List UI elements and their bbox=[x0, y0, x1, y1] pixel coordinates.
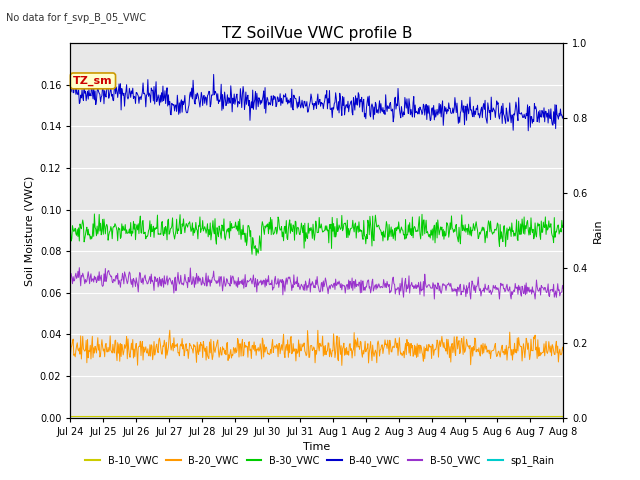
sp1_Rain bbox=[126, 415, 134, 420]
B-30_VWC bbox=[252, 252, 260, 258]
B-50_VWC bbox=[431, 296, 438, 302]
B-40_VWC bbox=[559, 113, 567, 119]
B-20_VWC bbox=[177, 341, 184, 347]
B-10_VWC bbox=[376, 413, 384, 419]
X-axis label: Time: Time bbox=[303, 442, 330, 452]
B-20_VWC bbox=[392, 339, 400, 345]
B-10_VWC bbox=[176, 413, 184, 419]
B-10_VWC bbox=[559, 413, 567, 419]
Line: B-50_VWC: B-50_VWC bbox=[70, 268, 563, 299]
B-40_VWC bbox=[392, 95, 399, 100]
B-40_VWC bbox=[524, 128, 532, 133]
B-50_VWC bbox=[127, 279, 134, 285]
B-50_VWC bbox=[203, 283, 211, 289]
sp1_Rain bbox=[67, 415, 74, 420]
B-50_VWC bbox=[76, 265, 83, 271]
sp1_Rain bbox=[391, 415, 399, 420]
B-20_VWC bbox=[203, 344, 211, 349]
sp1_Rain bbox=[76, 415, 83, 420]
Line: B-30_VWC: B-30_VWC bbox=[70, 214, 563, 255]
B-50_VWC bbox=[67, 273, 74, 278]
B-50_VWC bbox=[392, 291, 399, 297]
Legend: B-10_VWC, B-20_VWC, B-30_VWC, B-40_VWC, B-50_VWC, sp1_Rain: B-10_VWC, B-20_VWC, B-30_VWC, B-40_VWC, … bbox=[81, 452, 559, 470]
B-20_VWC bbox=[67, 353, 74, 359]
B-40_VWC bbox=[126, 89, 134, 95]
B-10_VWC bbox=[202, 413, 210, 419]
B-40_VWC bbox=[176, 110, 184, 116]
B-20_VWC bbox=[378, 342, 385, 348]
B-40_VWC bbox=[76, 100, 83, 106]
B-10_VWC bbox=[126, 413, 134, 419]
B-30_VWC bbox=[67, 226, 74, 231]
B-10_VWC bbox=[76, 413, 83, 419]
Line: B-20_VWC: B-20_VWC bbox=[70, 330, 563, 365]
B-30_VWC bbox=[378, 232, 385, 238]
B-30_VWC bbox=[90, 211, 98, 217]
B-20_VWC bbox=[338, 362, 346, 368]
B-40_VWC bbox=[202, 95, 210, 100]
Y-axis label: Soil Moisture (VWC): Soil Moisture (VWC) bbox=[24, 175, 35, 286]
Y-axis label: Rain: Rain bbox=[593, 218, 603, 243]
B-30_VWC bbox=[559, 223, 567, 228]
B-20_VWC bbox=[76, 345, 83, 351]
B-20_VWC bbox=[559, 347, 567, 353]
B-30_VWC bbox=[76, 238, 83, 244]
Title: TZ SoilVue VWC profile B: TZ SoilVue VWC profile B bbox=[221, 25, 412, 41]
Line: B-40_VWC: B-40_VWC bbox=[70, 74, 563, 131]
B-30_VWC bbox=[127, 220, 134, 226]
B-20_VWC bbox=[166, 327, 173, 333]
B-50_VWC bbox=[76, 273, 84, 279]
B-30_VWC bbox=[392, 225, 400, 230]
B-50_VWC bbox=[177, 273, 184, 278]
Text: TZ_sm: TZ_sm bbox=[73, 76, 113, 86]
B-40_VWC bbox=[377, 101, 385, 107]
sp1_Rain bbox=[176, 415, 184, 420]
Text: No data for f_svp_B_05_VWC: No data for f_svp_B_05_VWC bbox=[6, 12, 147, 23]
B-10_VWC bbox=[67, 413, 74, 419]
B-20_VWC bbox=[126, 354, 134, 360]
B-10_VWC bbox=[391, 413, 399, 419]
B-30_VWC bbox=[177, 231, 184, 237]
sp1_Rain bbox=[559, 415, 567, 420]
sp1_Rain bbox=[376, 415, 384, 420]
B-50_VWC bbox=[559, 286, 567, 291]
B-40_VWC bbox=[210, 72, 218, 77]
B-40_VWC bbox=[67, 85, 74, 91]
sp1_Rain bbox=[202, 415, 210, 420]
B-50_VWC bbox=[377, 284, 385, 289]
B-30_VWC bbox=[203, 226, 211, 232]
